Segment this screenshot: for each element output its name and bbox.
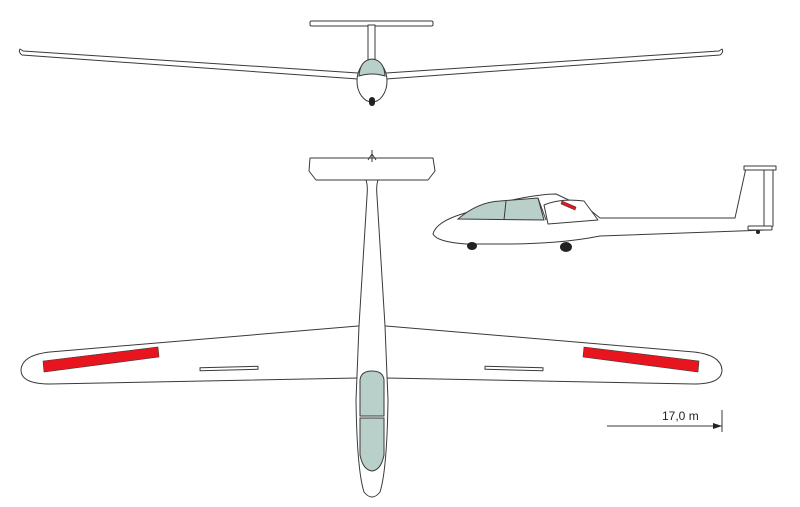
side-canopy-frame xyxy=(503,197,547,221)
top-aileron-right xyxy=(582,346,700,373)
top-tail-centerline xyxy=(367,150,377,162)
side-airbrake xyxy=(560,200,577,211)
top-canopy-rear xyxy=(359,370,385,417)
front-wing-right xyxy=(385,48,724,80)
top-airbrake-left xyxy=(199,365,259,372)
dimension-arrow xyxy=(713,423,722,429)
side-wing-root xyxy=(543,199,599,225)
dimension-scale: 17,0 m xyxy=(607,409,723,432)
side-tailplane xyxy=(747,225,773,231)
top-canopy-front xyxy=(359,417,385,472)
side-main-wheel xyxy=(560,242,572,252)
side-nose-wheel xyxy=(467,242,477,250)
front-fin xyxy=(367,24,376,61)
dimension-line xyxy=(607,410,723,432)
top-view xyxy=(20,150,723,498)
side-canopy xyxy=(456,197,545,221)
front-wing xyxy=(18,48,359,80)
top-airbrake-right xyxy=(484,365,544,372)
front-view xyxy=(18,20,724,106)
front-wheel xyxy=(369,97,375,106)
top-tailplane xyxy=(308,157,436,181)
side-view xyxy=(432,165,777,252)
side-tail-wheel xyxy=(756,230,760,234)
side-fin-cap xyxy=(743,165,777,171)
dimension-label: 17,0 m xyxy=(662,409,699,423)
front-canopy xyxy=(358,58,386,77)
top-aileron-left xyxy=(42,346,160,373)
